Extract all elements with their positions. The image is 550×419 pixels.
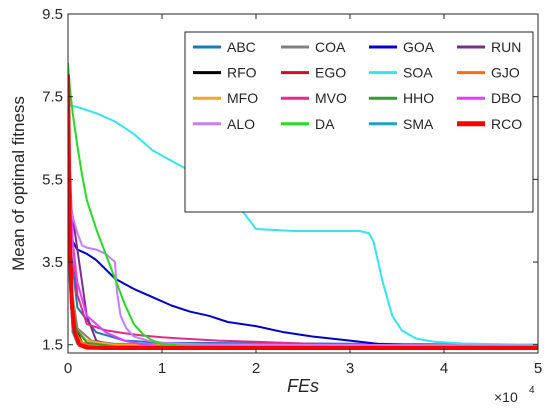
legend-item-run: RUN: [457, 39, 521, 55]
x-tick-label: 5: [534, 360, 542, 377]
legend-label: DA: [315, 116, 335, 132]
legend-label: ABC: [227, 39, 256, 55]
legend-item-ego: EGO: [281, 65, 346, 81]
legend-label: HHO: [403, 90, 434, 106]
legend-item-hho: HHO: [369, 90, 434, 106]
y-tick-label: 1.5: [42, 337, 63, 354]
legend-item-dbo: DBO: [457, 90, 521, 106]
legend-label: EGO: [315, 65, 346, 81]
series-lines: [68, 62, 538, 350]
x-tick-label: 3: [346, 360, 354, 377]
legend-label: SOA: [403, 65, 433, 81]
legend-item-sma: SMA: [369, 116, 434, 132]
legend-label: RFO: [227, 65, 257, 81]
legend-label: RCO: [491, 116, 522, 132]
legend-item-rco: RCO: [457, 116, 522, 132]
x-tick-label: 1: [158, 360, 166, 377]
legend-item-coa: COA: [281, 39, 346, 55]
legend-label: MVO: [315, 90, 347, 106]
y-tick-label: 9.5: [42, 6, 63, 23]
x-tick-label: 0: [64, 360, 72, 377]
x-axis-label: FEs: [287, 376, 319, 396]
y-tick-label: 5.5: [42, 171, 63, 188]
legend-item-rfo: RFO: [193, 65, 257, 81]
series-layer: [68, 62, 538, 350]
y-axis-label: Mean of optimal fitness: [9, 96, 28, 271]
legend-item-alo: ALO: [193, 116, 255, 132]
legend-item-mfo: MFO: [193, 90, 258, 106]
series-line-soa: [68, 104, 538, 346]
legend-item-abc: ABC: [193, 39, 256, 55]
legend-label: COA: [315, 39, 346, 55]
legend: ABC COA GOA RUN RFO EGO SOA GJO MFO MVO HHO DBO ALO D…: [184, 31, 534, 213]
legend-label: MFO: [227, 90, 258, 106]
x-multiplier-exponent: 4: [529, 385, 535, 396]
x-tick-label: 4: [440, 360, 448, 377]
x-axis-multiplier: ×10 4: [494, 385, 535, 405]
legend-label: DBO: [491, 90, 521, 106]
legend-item-soa: SOA: [369, 65, 433, 81]
x-multiplier-base: ×10: [494, 389, 518, 405]
y-tick-label: 3.5: [42, 254, 63, 271]
series-line-da: [68, 62, 538, 348]
x-tick-label: 2: [252, 360, 260, 377]
legend-item-gjo: GJO: [457, 65, 520, 81]
series-line-rco: [68, 74, 538, 350]
legend-label: GJO: [491, 65, 520, 81]
legend-item-goa: GOA: [369, 39, 435, 55]
plot-area-frame: [67, 13, 539, 354]
legend-item-mvo: MVO: [281, 90, 347, 106]
legend-label: GOA: [403, 39, 435, 55]
y-tick-label: 7.5: [42, 89, 63, 106]
legend-label: ALO: [227, 116, 255, 132]
legend-label: SMA: [403, 116, 434, 132]
axis-ticks: 0 1 2 3 4 5 1.5 3.5 5.5 7.5 9.5: [42, 6, 542, 377]
legend-item-da: DA: [281, 116, 335, 132]
legend-label: RUN: [491, 39, 521, 55]
